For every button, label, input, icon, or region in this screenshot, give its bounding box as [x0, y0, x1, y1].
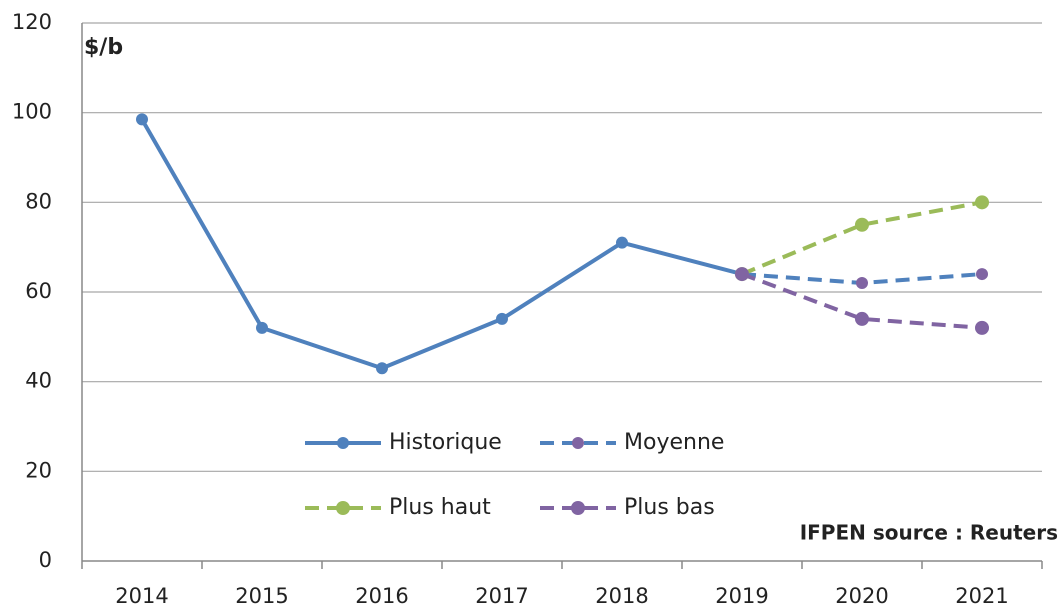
- y-axis-label: $/b: [84, 35, 123, 60]
- data-point: [496, 312, 508, 325]
- legend-label: Plus haut: [389, 495, 491, 520]
- data-point: [976, 268, 988, 281]
- data-point: [855, 311, 869, 326]
- x-tick-label: 2017: [475, 584, 528, 608]
- x-tick-label: 2021: [955, 584, 1008, 608]
- x-tick-label: 2020: [835, 584, 888, 608]
- data-point: [256, 321, 268, 334]
- x-tick-label: 2015: [235, 584, 288, 608]
- data-point: [856, 277, 868, 290]
- legend-marker: [336, 501, 350, 515]
- y-tick-label: 40: [25, 369, 52, 393]
- source-note: IFPEN source : Reuters: [800, 521, 1058, 545]
- y-tick-label: 100: [12, 100, 52, 124]
- data-point: [136, 113, 148, 126]
- data-point: [735, 267, 749, 282]
- series-line: [741, 272, 983, 330]
- y-tick-label: 0: [39, 548, 52, 572]
- legend-label: Plus bas: [624, 495, 715, 520]
- series-line: [140, 118, 743, 371]
- y-tick-label: 20: [25, 458, 52, 482]
- y-tick-label: 120: [12, 10, 52, 34]
- legend-marker: [572, 437, 584, 449]
- data-point: [975, 320, 989, 335]
- legend-marker: [337, 437, 349, 449]
- legend-label: Moyenne: [624, 430, 724, 455]
- x-tick-label: 2019: [715, 584, 768, 608]
- data-point: [975, 195, 989, 210]
- data-point: [376, 362, 388, 375]
- legend-marker: [571, 501, 585, 515]
- x-tick-label: 2016: [355, 584, 408, 608]
- x-tick-label: 2018: [595, 584, 648, 608]
- series-line: [741, 200, 983, 276]
- legend-label: Historique: [389, 430, 502, 455]
- data-point: [855, 217, 869, 232]
- y-tick-label: 60: [25, 279, 52, 303]
- data-point: [616, 236, 628, 249]
- y-tick-label: 80: [25, 189, 52, 213]
- x-tick-label: 2014: [115, 584, 168, 608]
